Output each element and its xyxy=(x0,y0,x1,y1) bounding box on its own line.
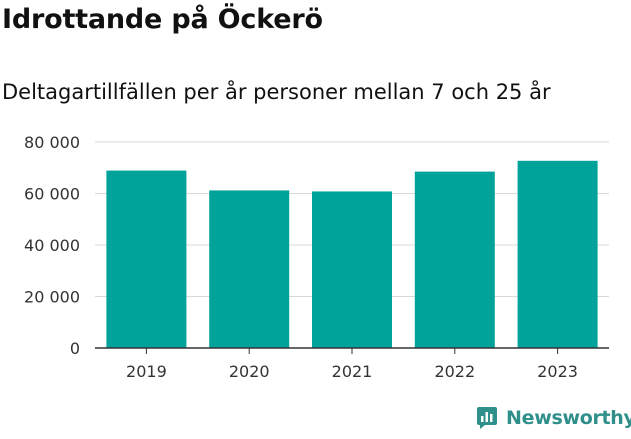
bar xyxy=(106,170,187,348)
chart-subtitle: Deltagartillfällen per år personer mella… xyxy=(2,80,551,104)
y-tick-label: 0 xyxy=(70,339,80,358)
chart-title: Idrottande på Öckerö xyxy=(2,4,323,35)
x-tick-label: 2022 xyxy=(434,362,475,381)
brand-logo[interactable]: Newsworthy xyxy=(476,406,631,430)
bar xyxy=(517,160,598,348)
x-tick-label: 2020 xyxy=(229,362,270,381)
y-tick-label: 60 000 xyxy=(24,185,80,204)
bar-chart: 0 20 000 40 000 60 000 80 000 2019 2020 2021 202… xyxy=(24,133,609,381)
x-tick-label: 2019 xyxy=(126,362,167,381)
x-tick-label: 2023 xyxy=(537,362,578,381)
y-tick-label: 20 000 xyxy=(24,288,80,307)
y-tick-label: 40 000 xyxy=(24,236,80,255)
brand-name: Newsworthy xyxy=(506,407,631,429)
y-tick-label: 80 000 xyxy=(24,133,80,152)
x-tick-label: 2021 xyxy=(332,362,373,381)
bar xyxy=(414,171,495,348)
bar xyxy=(209,190,290,348)
newsworthy-logo-icon xyxy=(477,407,497,429)
bar xyxy=(312,191,392,348)
